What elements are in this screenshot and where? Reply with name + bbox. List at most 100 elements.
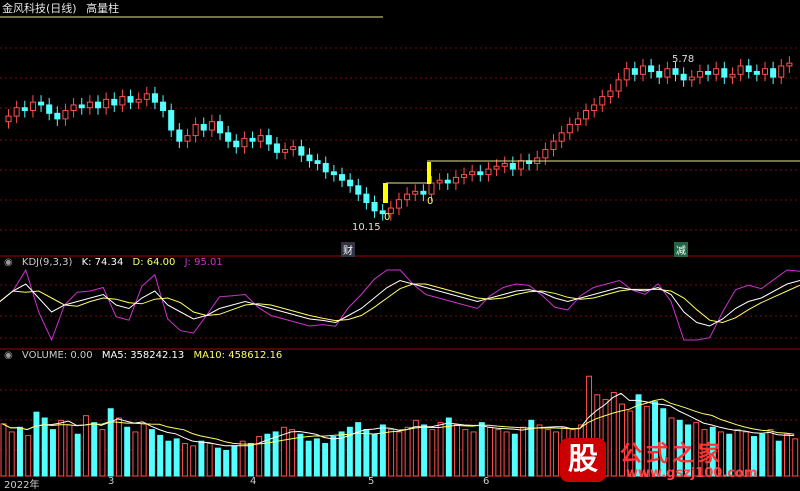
volume-bar bbox=[767, 429, 774, 477]
candle bbox=[184, 135, 191, 142]
candle bbox=[78, 104, 85, 109]
candle bbox=[729, 73, 736, 78]
candle bbox=[477, 171, 484, 176]
volume-bar bbox=[91, 422, 98, 477]
candle bbox=[363, 193, 370, 203]
volume-bar bbox=[478, 422, 485, 477]
candle bbox=[493, 165, 500, 170]
volume-bar bbox=[8, 431, 15, 477]
volume-bar bbox=[544, 429, 551, 477]
kdj-j-label: J: 95.01 bbox=[184, 257, 223, 268]
kdj-j-line bbox=[0, 268, 800, 342]
candle bbox=[656, 71, 663, 78]
kdj-legend: ◉ KDJ(9,3,3) K: 74.34 D: 64.00 J: 95.01 bbox=[4, 257, 229, 268]
candle bbox=[705, 71, 712, 75]
volume-bar bbox=[305, 440, 312, 477]
candle bbox=[208, 121, 215, 131]
volume-bar bbox=[379, 424, 386, 477]
candle bbox=[46, 104, 53, 114]
candle bbox=[688, 76, 695, 81]
candle bbox=[615, 79, 622, 92]
candle bbox=[761, 68, 769, 75]
logo-glyph: 股 bbox=[560, 438, 606, 482]
candle bbox=[607, 90, 614, 98]
panel-collapse-icon[interactable]: ◉ bbox=[4, 257, 13, 268]
volume-bar bbox=[685, 424, 691, 477]
candle bbox=[501, 162, 508, 167]
candle bbox=[298, 146, 305, 156]
volume-bar bbox=[297, 433, 304, 477]
volume-bar bbox=[355, 422, 362, 477]
candle bbox=[436, 179, 443, 184]
volume-bar bbox=[0, 423, 7, 477]
volume-bar bbox=[520, 426, 527, 477]
volume-bar bbox=[330, 436, 337, 477]
reduce-badge[interactable]: 减 bbox=[674, 242, 688, 257]
volume-bar bbox=[511, 433, 518, 477]
candle bbox=[696, 71, 703, 78]
ma10-label: MA10: 458612.16 bbox=[193, 350, 283, 361]
volume-bar bbox=[181, 443, 188, 477]
volume-bar bbox=[643, 405, 650, 477]
volume-bar bbox=[16, 426, 23, 477]
axis-label-start: 2022年 bbox=[4, 480, 40, 491]
candle bbox=[86, 101, 93, 109]
volume-bar bbox=[289, 429, 296, 477]
panel-collapse-icon[interactable]: ◉ bbox=[4, 350, 13, 361]
volume-bar bbox=[462, 429, 469, 477]
volume-bar bbox=[437, 422, 444, 477]
kdj-d-line bbox=[0, 283, 800, 324]
candle bbox=[778, 65, 785, 78]
candle bbox=[753, 71, 760, 75]
candle bbox=[583, 110, 590, 120]
candle bbox=[200, 123, 207, 131]
candle bbox=[290, 146, 297, 151]
candle bbox=[176, 129, 183, 142]
candle bbox=[404, 193, 411, 201]
candle bbox=[151, 93, 158, 103]
candle bbox=[94, 101, 102, 109]
candle bbox=[160, 101, 167, 112]
candle bbox=[111, 98, 118, 106]
candle bbox=[574, 118, 581, 125]
volume-bar bbox=[503, 431, 510, 477]
volume-bar bbox=[528, 419, 535, 477]
volume-bar bbox=[718, 431, 724, 477]
volume-bar bbox=[792, 438, 799, 477]
candle bbox=[216, 121, 224, 134]
finance-badge[interactable]: 财 bbox=[341, 242, 355, 257]
candle bbox=[5, 115, 12, 123]
indicator-name: 高量柱 bbox=[86, 2, 120, 15]
volume-bar bbox=[41, 417, 48, 477]
volume-bar bbox=[676, 419, 683, 477]
volume-bar bbox=[140, 423, 147, 477]
candle bbox=[566, 123, 573, 134]
volume-bar bbox=[751, 436, 757, 477]
ma5-label: MA5: 358242.13 bbox=[101, 350, 185, 361]
candle bbox=[143, 93, 150, 100]
candle bbox=[591, 104, 598, 112]
candle bbox=[428, 182, 435, 195]
volume-bar bbox=[627, 410, 634, 477]
candle bbox=[192, 123, 199, 137]
volume-bar bbox=[214, 447, 221, 477]
volume-bar bbox=[198, 440, 205, 477]
candle bbox=[420, 190, 427, 195]
volume-bar bbox=[412, 419, 419, 477]
candle bbox=[119, 96, 126, 106]
volume-bar bbox=[66, 424, 73, 477]
candle bbox=[273, 143, 280, 153]
candle bbox=[550, 140, 557, 151]
volume-bar bbox=[247, 443, 254, 477]
candle bbox=[257, 135, 264, 142]
kdj-k-label: K: 74.34 bbox=[81, 257, 124, 268]
axis-label-jun: 6 bbox=[483, 476, 490, 487]
candle bbox=[54, 112, 61, 120]
volume-bar bbox=[371, 433, 378, 477]
volume-bar bbox=[734, 429, 741, 477]
volume-bar bbox=[429, 429, 436, 477]
volume-bar bbox=[190, 445, 197, 477]
candle bbox=[282, 149, 289, 153]
candle bbox=[13, 107, 20, 117]
volume-bar bbox=[231, 445, 238, 477]
